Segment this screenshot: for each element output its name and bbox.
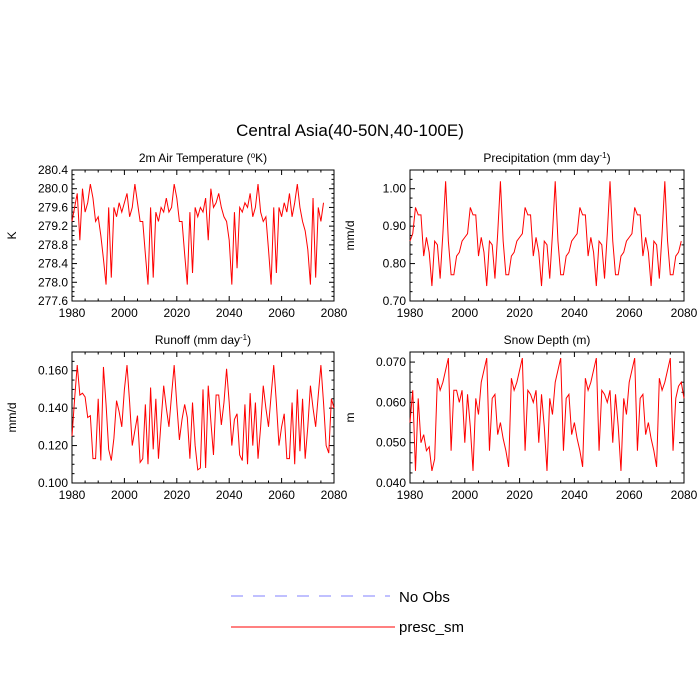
- series-line-presc-sm: [409, 181, 682, 287]
- panel-air-temperature: 2m Air Temperature (oK) K 1980 2000 2020 2040…: [5, 151, 348, 321]
- x-tick-label: 2060: [616, 306, 643, 320]
- y-axis-label: K: [5, 231, 19, 239]
- panel-title: Precipitation (mm day-1): [483, 151, 610, 166]
- panel-snow-depth: Snow Depth (m) m 1980 2000 2020 2040 2060 2080 0…: [343, 333, 698, 502]
- x-tick-label: 1980: [59, 306, 86, 320]
- panels: 2m Air Temperature (oK) K 1980 2000 2020 2040…: [5, 151, 698, 503]
- x-tick-label: 2080: [321, 488, 348, 502]
- y-tick-label: 0.070: [376, 355, 406, 369]
- x-tick-label: 2040: [216, 488, 243, 502]
- y-tick-label: 0.70: [383, 294, 407, 308]
- panel-title: 2m Air Temperature (oK): [139, 151, 267, 166]
- y-tick-label: 0.060: [376, 395, 406, 409]
- y-tick-label: 277.6: [38, 294, 68, 308]
- x-tick-label: 2000: [451, 488, 478, 502]
- series-line-presc-sm: [409, 357, 685, 472]
- series-line-presc-sm: [71, 365, 335, 471]
- x-tick-label: 2080: [321, 306, 348, 320]
- x-tick-label: 2020: [163, 488, 190, 502]
- x-tick-label: 2000: [111, 306, 138, 320]
- y-tick-label: 1.00: [383, 182, 407, 196]
- y-tick-label: 278.4: [38, 257, 68, 271]
- x-tick-label: 2020: [506, 488, 533, 502]
- x-tick-label: 1980: [397, 488, 424, 502]
- x-tick-label: 2060: [268, 488, 295, 502]
- y-tick-label: 0.050: [376, 436, 406, 450]
- legend-label-no-obs: No Obs: [399, 589, 450, 606]
- panel-title: Runoff (mm day-1): [155, 333, 251, 348]
- y-tick-label: 278.8: [38, 238, 68, 252]
- x-tick-label: 1980: [397, 306, 424, 320]
- y-tick-label: 278.0: [38, 275, 68, 289]
- x-tick-label: 2060: [616, 488, 643, 502]
- y-tick-label: 0.120: [38, 439, 68, 453]
- x-tick-label: 2020: [506, 306, 533, 320]
- figure-title: Central Asia(40-50N,40-100E): [236, 121, 464, 140]
- legend: No Obs presc_sm: [231, 589, 464, 636]
- y-tick-label: 279.6: [38, 200, 68, 214]
- y-axis-label: mm/d: [5, 403, 19, 433]
- legend-label-presc-sm: presc_sm: [399, 619, 464, 636]
- y-tick-label: 0.160: [38, 364, 68, 378]
- panel-runoff: Runoff (mm day-1) mm/d 1980 2000 2020 2040 206…: [5, 333, 348, 503]
- x-tick-label: 2080: [671, 488, 698, 502]
- x-tick-label: 2060: [268, 306, 295, 320]
- y-tick-label: 0.140: [38, 401, 68, 415]
- y-tick-label: 0.90: [383, 219, 407, 233]
- x-tick-label: 1980: [59, 488, 86, 502]
- y-tick-label: 279.2: [38, 219, 68, 233]
- x-tick-label: 2040: [561, 488, 588, 502]
- x-tick-label: 2040: [216, 306, 243, 320]
- x-tick-label: 2040: [561, 306, 588, 320]
- x-tick-label: 2000: [111, 488, 138, 502]
- y-tick-label: 280.0: [38, 182, 68, 196]
- panel-title: Snow Depth (m): [504, 333, 591, 347]
- x-tick-label: 2000: [451, 306, 478, 320]
- y-tick-label: 0.100: [38, 476, 68, 490]
- x-tick-label: 2020: [163, 306, 190, 320]
- x-tick-label: 2080: [671, 306, 698, 320]
- y-tick-label: 0.040: [376, 476, 406, 490]
- series-line-presc-sm: [71, 183, 325, 285]
- y-tick-label: 0.80: [383, 257, 407, 271]
- panel-precipitation: Precipitation (mm day-1) mm/d 1980 2000 2020…: [343, 151, 698, 321]
- y-axis-label: mm/d: [343, 221, 357, 251]
- y-axis-label: m: [343, 413, 357, 423]
- y-tick-label: 280.4: [38, 163, 68, 177]
